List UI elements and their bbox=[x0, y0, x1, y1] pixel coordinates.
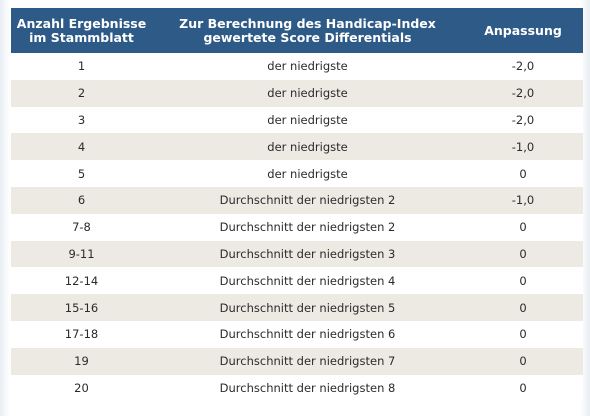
cell-count: 2 bbox=[11, 79, 152, 107]
cell-count: 7-8 bbox=[11, 213, 152, 241]
cell-differentials: der niedrigste bbox=[152, 79, 463, 107]
cell-adjustment: -2,0 bbox=[463, 53, 583, 80]
cell-adjustment: -1,0 bbox=[463, 186, 583, 214]
cell-adjustment: 0 bbox=[463, 320, 583, 348]
table-header: Anzahl Ergebnisse im Stammblatt Zur Bere… bbox=[11, 8, 583, 53]
cell-count: 17-18 bbox=[11, 320, 152, 348]
header-count: Anzahl Ergebnisse im Stammblatt bbox=[11, 8, 152, 53]
header-count-line2: im Stammblatt bbox=[29, 29, 134, 45]
cell-differentials: Durchschnitt der niedrigsten 5 bbox=[152, 294, 463, 321]
cell-differentials: Durchschnitt der niedrigsten 8 bbox=[152, 374, 463, 402]
cell-differentials: der niedrigste bbox=[152, 160, 463, 187]
cell-differentials: der niedrigste bbox=[152, 106, 463, 134]
header-differentials: Zur Berechnung des Handicap-Index gewert… bbox=[152, 8, 463, 53]
cell-adjustment: -1,0 bbox=[463, 133, 583, 161]
header-differentials-line1: Zur Berechnung des Handicap-Index bbox=[179, 15, 436, 31]
cell-count: 20 bbox=[11, 374, 152, 402]
cell-differentials: Durchschnitt der niedrigsten 4 bbox=[152, 267, 463, 295]
cell-adjustment: 0 bbox=[463, 240, 583, 268]
right-edge-shading bbox=[580, 0, 590, 416]
cell-count: 19 bbox=[11, 347, 152, 375]
cell-differentials: Durchschnitt der niedrigsten 3 bbox=[152, 240, 463, 268]
table-row: 5 der niedrigste 0 bbox=[11, 160, 583, 187]
table-row: 3 der niedrigste -2,0 bbox=[11, 106, 583, 134]
table-row: 2 der niedrigste -2,0 bbox=[11, 79, 583, 107]
table-row: 6 Durchschnitt der niedrigsten 2 -1,0 bbox=[11, 186, 583, 214]
cell-differentials: Durchschnitt der niedrigsten 6 bbox=[152, 320, 463, 348]
header-differentials-line2: gewertete Score Differentials bbox=[203, 29, 412, 45]
header-row: Anzahl Ergebnisse im Stammblatt Zur Bere… bbox=[11, 8, 583, 53]
cell-adjustment: 0 bbox=[463, 267, 583, 295]
cell-count: 5 bbox=[11, 160, 152, 187]
cell-count: 6 bbox=[11, 186, 152, 214]
cell-count: 4 bbox=[11, 133, 152, 161]
cell-count: 3 bbox=[11, 106, 152, 134]
handicap-adjustment-table: Anzahl Ergebnisse im Stammblatt Zur Bere… bbox=[11, 8, 583, 402]
cell-differentials: Durchschnitt der niedrigsten 2 bbox=[152, 213, 463, 241]
cell-count: 15-16 bbox=[11, 294, 152, 321]
cell-differentials: Durchschnitt der niedrigsten 2 bbox=[152, 186, 463, 214]
table-row: 1 der niedrigste -2,0 bbox=[11, 53, 583, 80]
cell-count: 12-14 bbox=[11, 267, 152, 295]
table-row: 4 der niedrigste -1,0 bbox=[11, 133, 583, 161]
cell-adjustment: 0 bbox=[463, 213, 583, 241]
cell-adjustment: -2,0 bbox=[463, 79, 583, 107]
cell-adjustment: 0 bbox=[463, 374, 583, 402]
cell-adjustment: 0 bbox=[463, 160, 583, 187]
cell-adjustment: 0 bbox=[463, 294, 583, 321]
header-adjustment: Anpassung bbox=[463, 8, 583, 53]
cell-count: 1 bbox=[11, 53, 152, 80]
cell-adjustment: -2,0 bbox=[463, 106, 583, 134]
table-body: 1 der niedrigste -2,0 2 der niedrigste -2,0 3 d… bbox=[11, 53, 583, 402]
header-count-line1: Anzahl Ergebnisse bbox=[16, 15, 147, 31]
cell-differentials: Durchschnitt der niedrigsten 7 bbox=[152, 347, 463, 375]
left-edge-shading bbox=[0, 0, 10, 416]
cell-differentials: der niedrigste bbox=[152, 133, 463, 161]
cell-differentials: der niedrigste bbox=[152, 53, 463, 80]
cell-count: 9-11 bbox=[11, 240, 152, 268]
cell-adjustment: 0 bbox=[463, 347, 583, 375]
